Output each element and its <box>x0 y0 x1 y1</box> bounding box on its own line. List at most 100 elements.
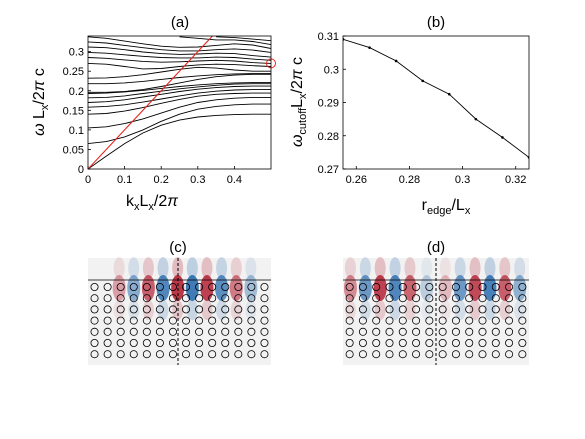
air-hole <box>425 316 434 325</box>
air-hole <box>398 294 407 303</box>
field-lobe-upper <box>454 257 466 279</box>
band-curve <box>88 66 271 79</box>
cutoff-point <box>474 117 478 121</box>
air-hole <box>155 350 164 359</box>
panel-b-chart: 0.26 0.28 0.3 0.32 0.27 0.28 0.29 0.3 0.31 redge… <box>289 31 530 217</box>
air-hole <box>505 316 514 325</box>
air-hole <box>155 305 164 314</box>
band-curve <box>88 103 271 145</box>
air-hole <box>260 350 269 359</box>
air-hole <box>465 327 474 336</box>
air-hole <box>491 294 500 303</box>
air-hole <box>385 282 394 291</box>
air-hole <box>142 305 151 314</box>
air-hole <box>398 338 407 347</box>
air-hole <box>438 338 447 347</box>
air-hole <box>358 305 367 314</box>
air-hole <box>372 282 381 291</box>
air-hole <box>129 350 138 359</box>
air-hole <box>168 305 177 314</box>
air-hole <box>90 294 99 303</box>
panel-b-ytick-label: 0.28 <box>318 131 339 143</box>
field-lobe-lower <box>186 300 198 320</box>
field-lobe-lower <box>201 300 213 320</box>
air-hole <box>358 327 367 336</box>
air-hole <box>358 338 367 347</box>
air-hole <box>103 338 112 347</box>
air-hole <box>247 327 256 336</box>
air-hole <box>505 338 514 347</box>
air-hole <box>478 327 487 336</box>
air-hole <box>398 305 407 314</box>
light-line <box>88 36 213 169</box>
field-lobe-upper <box>499 257 511 279</box>
air-hole <box>182 350 191 359</box>
air-hole <box>491 327 500 336</box>
air-hole <box>208 282 217 291</box>
air-hole <box>465 305 474 314</box>
air-hole <box>221 350 230 359</box>
air-hole <box>221 316 230 325</box>
air-hole <box>195 316 204 325</box>
field-lobe-lower <box>142 300 154 320</box>
air-hole <box>182 316 191 325</box>
panel-d-label: (d) <box>427 239 445 256</box>
air-hole <box>412 350 421 359</box>
air-hole <box>518 327 527 336</box>
field-lobe-upper <box>186 257 198 279</box>
panel-d-field <box>343 257 527 320</box>
field-lobe <box>468 275 482 301</box>
air-hole <box>385 327 394 336</box>
air-hole <box>398 282 407 291</box>
field-lobe <box>244 275 258 301</box>
air-hole <box>345 327 354 336</box>
panel-b-ytick-label: 0.3 <box>324 64 339 76</box>
band-curve <box>88 113 271 169</box>
panel-a-ytick-label: 0.1 <box>69 125 84 137</box>
air-hole <box>438 316 447 325</box>
panel-a-xtick-label: 0.3 <box>190 174 205 186</box>
air-hole <box>260 327 269 336</box>
band-curve <box>88 89 271 108</box>
air-hole <box>103 305 112 314</box>
field-lobe-upper <box>439 257 451 279</box>
cutoff-point <box>501 136 504 139</box>
panel-a-label: (a) <box>171 14 189 31</box>
field-lobe-lower <box>128 300 140 320</box>
air-hole <box>451 350 460 359</box>
field-lobe-upper <box>201 257 213 279</box>
air-hole <box>129 327 138 336</box>
air-hole <box>234 282 243 291</box>
air-hole <box>182 305 191 314</box>
band-curve <box>88 73 271 93</box>
air-hole <box>195 305 204 314</box>
air-hole <box>234 338 243 347</box>
air-hole <box>221 294 230 303</box>
air-hole <box>195 282 204 291</box>
air-hole <box>129 294 138 303</box>
field-lobe <box>388 275 402 301</box>
panel-a-band-curves <box>88 36 271 169</box>
air-hole <box>412 294 421 303</box>
panel-a-chart: 0 0.1 0.2 0.3 0.4 0 0.05 0.1 0.15 0.2 0.25 0.3 kxLx… <box>31 35 276 213</box>
panel-b-xtick-label: 0.3 <box>455 174 470 186</box>
panel-b-frame <box>342 35 530 170</box>
band-curve <box>88 92 271 115</box>
air-hole <box>182 327 191 336</box>
air-hole <box>155 316 164 325</box>
cutoff-point <box>447 92 451 96</box>
air-hole <box>208 316 217 325</box>
air-hole <box>155 338 164 347</box>
panel-c-holes <box>90 282 269 359</box>
air-hole <box>451 316 460 325</box>
field-lobe-upper <box>128 257 140 279</box>
air-hole <box>465 350 474 359</box>
field-lobe <box>127 275 141 301</box>
air-hole <box>491 316 500 325</box>
panel-d-field-map <box>343 257 529 365</box>
panel-a-frame <box>87 35 272 170</box>
band-curve <box>88 62 271 70</box>
air-hole <box>168 316 177 325</box>
field-lobe-lower <box>230 300 242 320</box>
air-hole <box>412 316 421 325</box>
